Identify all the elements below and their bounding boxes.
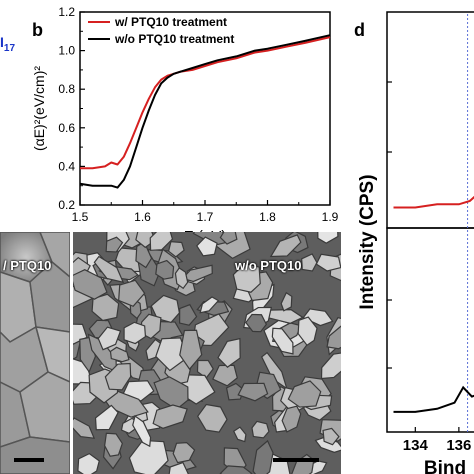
series-line-d-0 xyxy=(393,195,474,209)
plot-frame-d-bottom xyxy=(386,227,474,433)
sem-texture-left xyxy=(0,232,70,474)
y-tick-label: 1.0 xyxy=(58,44,75,58)
sem-grain xyxy=(237,382,269,402)
sem-grain xyxy=(172,441,196,464)
legend-label-0: w/ PTQ10 treatment xyxy=(114,15,227,29)
sem-grain xyxy=(105,236,124,253)
sem-grain xyxy=(77,452,100,474)
sem-grain xyxy=(118,279,146,307)
y-axis-label-d: Intensity (CPS) xyxy=(357,174,378,309)
y-tick-label: 0.2 xyxy=(58,198,75,212)
series-line-0 xyxy=(80,36,331,170)
x-tick-label-d: 134 xyxy=(403,437,429,454)
sem-grain xyxy=(73,417,96,439)
x-tick-label: 1.5 xyxy=(72,210,89,224)
sem-grain xyxy=(73,268,108,300)
sem-grain xyxy=(181,264,213,283)
y-tick-label: 0.4 xyxy=(58,159,75,173)
sem-grain xyxy=(219,465,253,474)
sem-image-without-ptq10: w/o PTQ10 xyxy=(73,232,341,474)
sem-grain xyxy=(212,364,238,387)
sem-grain xyxy=(152,404,188,429)
x-tick-label: 1.8 xyxy=(259,210,276,224)
sem-grain xyxy=(135,241,153,269)
sem-image-with-ptq10: / PTQ10 xyxy=(0,232,70,474)
sem-grain xyxy=(314,437,341,453)
y-axis-label-b: (αE)²(eV/cm)² xyxy=(31,66,47,151)
legend-label-1: w/o PTQ10 treatment xyxy=(114,32,234,46)
sem-grain xyxy=(322,427,340,446)
x-tick-label: 1.9 xyxy=(322,210,339,224)
chart-b: 1.51.61.71.81.90.20.40.60.81.01.2E (eV)(… xyxy=(31,5,339,245)
sem-grain xyxy=(317,232,339,244)
sem-grain xyxy=(179,303,198,326)
scale-bar-left xyxy=(14,458,44,462)
sem-grain xyxy=(104,362,132,391)
sem-grain xyxy=(132,415,152,448)
sem-grain xyxy=(155,259,175,280)
sem-grain xyxy=(251,420,270,439)
series-line-1 xyxy=(79,34,331,189)
sem-grain xyxy=(174,267,189,290)
x-tick-label: 1.7 xyxy=(197,210,214,224)
sem-grain xyxy=(280,291,293,312)
sem-grain xyxy=(192,232,233,246)
y-tick-label: 1.2 xyxy=(58,5,75,19)
sem-grain xyxy=(196,359,214,379)
sem-grain xyxy=(302,308,334,327)
sem-grain xyxy=(320,351,341,380)
y-tick-label: 0.8 xyxy=(58,82,75,96)
series-line-d-1 xyxy=(393,385,474,413)
sem-grain xyxy=(287,380,322,408)
sem-grain xyxy=(315,253,341,272)
sem-grain xyxy=(217,337,241,368)
sem-grain xyxy=(252,439,274,474)
chart-d: 1341361Intensity (CPS)Bind xyxy=(357,11,474,474)
sem-grain xyxy=(301,253,318,272)
sem-grain xyxy=(232,426,247,443)
sem-label-with-ptq10: / PTQ10 xyxy=(3,258,52,273)
x-tick-label-d: 136 xyxy=(446,437,471,454)
sem-label-without-ptq10: w/o PTQ10 xyxy=(235,258,302,273)
sem-grain xyxy=(219,232,238,245)
x-tick-label: 1.6 xyxy=(134,210,151,224)
sem-grain xyxy=(271,327,294,355)
sem-grain xyxy=(191,313,230,347)
sem-grain xyxy=(281,405,302,433)
sem-grain xyxy=(150,294,181,324)
x-axis-label-d: Bind xyxy=(424,458,466,474)
sem-grain xyxy=(104,432,123,457)
sem-grain xyxy=(97,326,122,351)
panel-d-label: d xyxy=(354,20,365,40)
sem-grain xyxy=(232,263,261,293)
sem-grain xyxy=(269,234,302,258)
sem-grain xyxy=(167,461,190,474)
sem-grain xyxy=(196,403,228,433)
sem-grain xyxy=(128,439,169,474)
y-tick-label: 0.6 xyxy=(58,121,75,135)
sem-grain xyxy=(149,232,174,251)
plot-frame-d-top xyxy=(386,11,474,229)
sem-grain xyxy=(179,329,203,371)
sem-grain xyxy=(167,241,185,258)
sem-grain xyxy=(297,316,318,347)
panel-b-label: b xyxy=(32,20,43,40)
sem-grain xyxy=(93,255,125,284)
sem-grain xyxy=(91,293,120,322)
left-panel-formula-fragment: I17 xyxy=(0,34,16,54)
sem-texture-right xyxy=(73,232,341,474)
left-panel-subscript: 17 xyxy=(3,42,16,54)
sem-grain xyxy=(123,321,147,345)
sem-grain xyxy=(326,324,341,350)
sem-grain xyxy=(199,296,220,314)
sem-grain xyxy=(245,313,268,333)
scale-bar-right xyxy=(273,458,319,462)
sem-grain xyxy=(109,346,130,363)
sem-grain xyxy=(94,404,119,431)
sem-grain xyxy=(196,236,218,257)
